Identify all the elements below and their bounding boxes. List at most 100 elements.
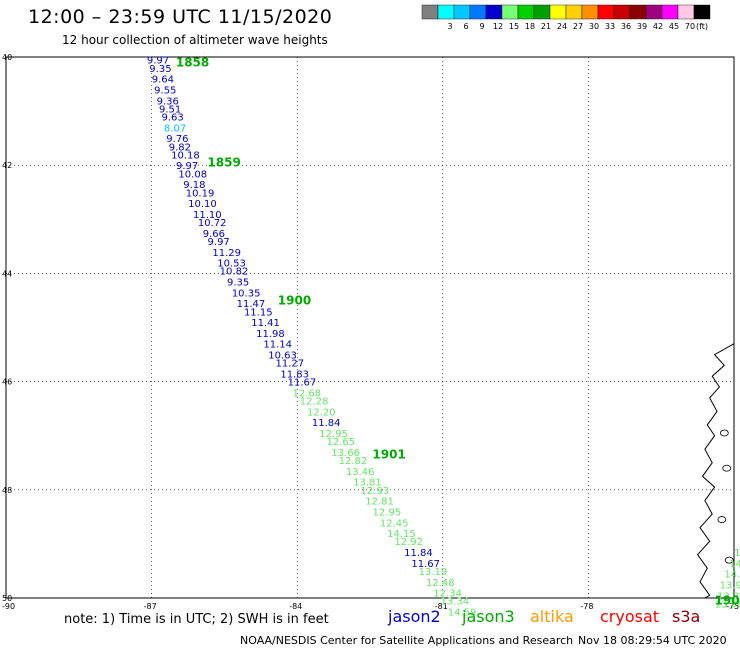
swh-value: 14.59	[448, 608, 477, 619]
color-scale-bin	[501, 4, 519, 20]
footer-timestamp: Nov 18 08:29:54 UTC 2020	[578, 634, 727, 647]
swh-value: 14.15	[387, 529, 416, 540]
swh-value: 9.55	[154, 85, 176, 96]
legend-altika: altika	[530, 607, 574, 626]
lon-label: -81	[435, 602, 448, 611]
pass-time-label: 1858	[176, 55, 209, 69]
color-scale-label: 18	[525, 22, 535, 31]
swh-value: 11.47	[237, 299, 266, 310]
swh-value: 9.63	[161, 113, 183, 124]
lon-label: -90	[2, 602, 15, 611]
color-scale-bin	[597, 4, 615, 20]
color-scale-bin	[645, 4, 663, 20]
color-scale-bin	[549, 4, 567, 20]
lat-label: 42	[2, 161, 12, 170]
swh-value: 12.82	[339, 456, 368, 467]
swh-value: 9.97	[208, 237, 230, 248]
legend-cryosat: cryosat	[600, 607, 660, 626]
color-scale-bin	[565, 4, 583, 20]
swh-value: 10.10	[188, 199, 217, 210]
footer-note: note: 1) Time is in UTC; 2) SWH is in fe…	[64, 612, 329, 627]
swh-value: 10.53	[217, 259, 246, 270]
island	[724, 556, 734, 564]
color-scale-bin	[469, 4, 487, 20]
map-title: 12:00 – 23:59 UTC 11/15/2020	[28, 6, 333, 28]
color-scale-bin	[661, 4, 679, 20]
swh-value: 12.92	[394, 537, 423, 548]
swh-value: 14.55	[729, 559, 740, 570]
color-scale-label: 36	[621, 22, 631, 31]
color-scale-label: 42	[653, 22, 663, 31]
color-scale-label: 12	[493, 22, 503, 31]
color-scale-label: 3	[447, 22, 452, 31]
swh-value: 12.20	[307, 407, 336, 418]
legend-jason2: jason2	[388, 607, 441, 626]
map-frame	[5, 56, 735, 599]
swh-value: 14.17	[734, 548, 740, 559]
swh-value: 13.31	[717, 591, 740, 602]
color-scale-label: 45	[669, 22, 679, 31]
color-scale-bin	[485, 4, 503, 20]
legend-s3a: s3a	[672, 607, 701, 626]
lat-label: 50	[2, 594, 12, 603]
lon-label: -78	[580, 602, 593, 611]
legend-jason3: jason3	[462, 607, 515, 626]
swh-value: 11.10	[193, 210, 222, 221]
color-scale-bin	[581, 4, 599, 20]
swh-value: 9.35	[227, 278, 249, 289]
island	[722, 464, 732, 472]
swh-value: 9.82	[169, 142, 191, 153]
island	[717, 516, 727, 523]
swh-value: 13.81	[353, 478, 382, 489]
swh-value: 11.41	[251, 318, 280, 329]
swh-value: 12.95	[373, 507, 402, 518]
swh-value: 11.29	[212, 248, 241, 259]
swh-value: 9.97	[147, 56, 169, 67]
pass-time-label: 1902	[715, 594, 740, 608]
swh-value: 9.35	[149, 64, 171, 75]
color-scale-label: 15	[509, 22, 519, 31]
swh-value: 12.28	[300, 397, 329, 408]
swh-value: 13.96	[715, 599, 740, 610]
map-subtitle: 12 hour collection of altimeter wave hei…	[62, 33, 328, 47]
color-scale-bin	[613, 4, 631, 20]
color-scale-label: 21	[541, 22, 551, 31]
swh-value: 11.83	[280, 369, 309, 380]
swh-value: 11.84	[404, 548, 433, 559]
color-scale-bin	[533, 4, 551, 20]
pass-time-label: 1900	[278, 293, 311, 307]
swh-value: 9.97	[176, 161, 198, 172]
swh-value: 13.19	[419, 567, 448, 578]
swh-value: 9.66	[203, 229, 225, 240]
swh-value: 14.15	[724, 570, 740, 581]
swh-value: 10.35	[232, 288, 261, 299]
swh-value: 11.98	[256, 329, 285, 340]
color-scale-bin	[693, 4, 711, 20]
lat-label: 44	[2, 269, 12, 278]
swh-value: 12.48	[426, 578, 455, 589]
lon-label: -75	[726, 602, 739, 611]
swh-value: 12.95	[319, 429, 348, 440]
lat-label: 40	[2, 53, 12, 62]
color-scale-label: 9	[479, 22, 484, 31]
color-scale-bin	[517, 4, 535, 20]
island	[719, 429, 729, 437]
color-scale-bin	[453, 4, 471, 20]
color-scale-bin	[421, 4, 439, 20]
swh-value: 12.34	[433, 589, 462, 600]
swh-value: 9.64	[152, 75, 174, 86]
color-scale-label: 33	[605, 22, 615, 31]
color-scale-label: 6	[463, 22, 468, 31]
swh-value: 9.18	[183, 180, 205, 191]
color-scale-label: 39	[637, 22, 647, 31]
lon-label: -87	[144, 602, 157, 611]
color-scale-label: 70	[685, 22, 695, 31]
color-scale-bin	[677, 4, 695, 20]
swh-value: 9.36	[157, 96, 179, 107]
color-scale-label: 30	[589, 22, 599, 31]
lon-label: -84	[289, 602, 302, 611]
color-scale-unit: (ft)	[696, 22, 708, 31]
swh-value: 12.93	[360, 486, 389, 497]
swh-value: 8.07	[164, 123, 186, 134]
